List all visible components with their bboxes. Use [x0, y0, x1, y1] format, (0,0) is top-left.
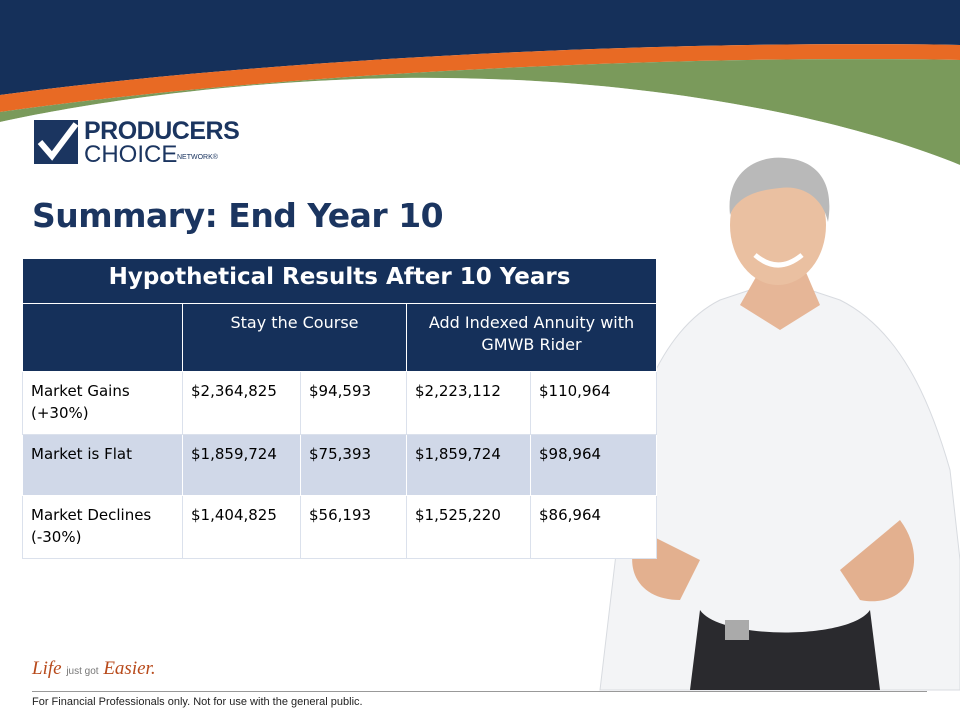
table-title: Hypothetical Results After 10 Years — [22, 258, 657, 304]
value-cell: $1,859,724 — [406, 434, 531, 496]
row-label: Market Gains (+30%) — [22, 371, 183, 435]
table-row: Market is Flat $1,859,724 $75,393 $1,859,72… — [22, 434, 657, 496]
logo-text: CHOICE — [84, 141, 178, 168]
tagline-text: Easier. — [103, 658, 156, 679]
header-band — [0, 0, 960, 95]
row-label: Market is Flat — [22, 434, 183, 496]
table-row: Market Declines (-30%) $1,404,825 $56,193 $… — [22, 495, 657, 559]
slide-title: Summary: End Year 10 — [32, 196, 444, 235]
orange-swoosh — [0, 44, 960, 113]
tagline-text: just got — [66, 666, 99, 677]
logo-text: NETWORK® — [177, 154, 218, 161]
row-label: Market Declines (-30%) — [22, 495, 183, 559]
value-cell: $98,964 — [530, 434, 657, 496]
value-cell: $110,964 — [530, 371, 657, 435]
tagline-text: Life — [32, 658, 62, 679]
header-cell: Add Indexed Annuity with GMWB Rider — [406, 303, 657, 372]
value-cell: $56,193 — [300, 495, 407, 559]
header-cell — [22, 303, 183, 372]
header-cell: Stay the Course — [182, 303, 407, 372]
photo — [599, 157, 960, 691]
tagline: Life just got Easier. — [32, 658, 156, 680]
value-cell: $1,859,724 — [182, 434, 301, 496]
value-cell: $1,525,220 — [406, 495, 531, 559]
value-cell: $75,393 — [300, 434, 407, 496]
value-cell: $94,593 — [300, 371, 407, 435]
logo-check — [37, 122, 79, 161]
value-cell: $86,964 — [530, 495, 657, 559]
green-swoosh — [0, 59, 960, 165]
footer-rule — [32, 691, 927, 692]
highlight — [0, 77, 960, 180]
value-cell: $2,223,112 — [406, 371, 531, 435]
logo-text: PRODUCERS — [84, 117, 240, 145]
table-row: Market Gains (+30%) $2,364,825 $94,593 $2,2… — [22, 371, 657, 435]
value-cell: $2,364,825 — [182, 371, 301, 435]
results-table: Hypothetical Results After 10 Years Stay… — [22, 258, 657, 559]
footer: For Financial Professionals only. Not fo… — [32, 696, 363, 708]
value-cell: $1,404,825 — [182, 495, 301, 559]
